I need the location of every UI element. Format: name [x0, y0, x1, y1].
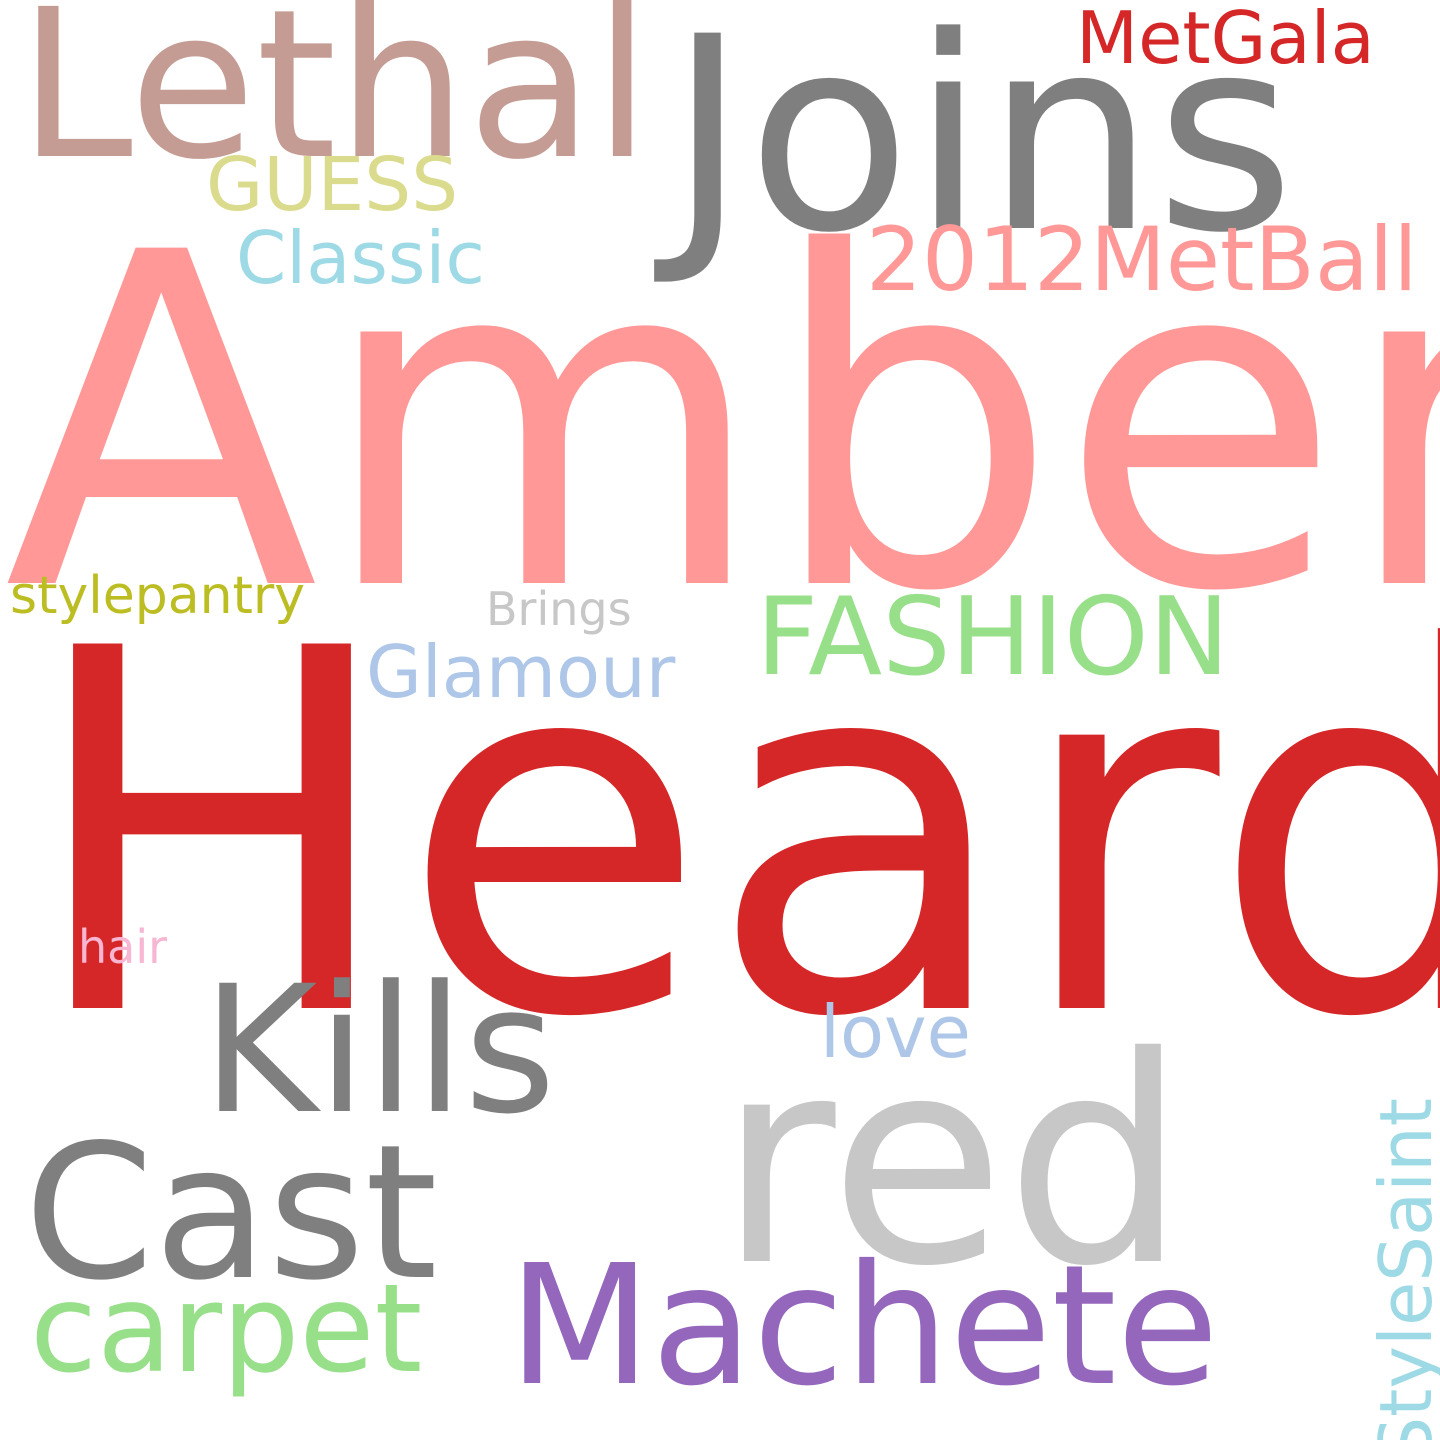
word-machete: Machete [508, 1230, 1219, 1423]
word-hair: hair [78, 920, 168, 974]
word-stylepantry: stylepantry [10, 566, 306, 626]
word-heard: Heard [24, 544, 1440, 1126]
word-classic: Classic [236, 216, 486, 300]
word-kills: Kills [202, 948, 556, 1153]
word-fashion: FASHION [756, 575, 1230, 700]
word-metgala: MetGala [1076, 0, 1375, 80]
word-carpet: carpet [30, 1258, 423, 1400]
word-brings: Brings [486, 582, 632, 636]
word-guess: GUESS [206, 142, 459, 228]
word-love: love [820, 990, 971, 1074]
word-cast: Cast [24, 1104, 438, 1321]
word-red: red [718, 997, 1187, 1329]
word-glamour: Glamour [366, 630, 676, 714]
word-lethal: Lethal [18, 0, 651, 205]
word-joins: Joins [668, 0, 1295, 292]
word-2012metball: 2012MetBall [866, 208, 1418, 311]
word-amber: Amber [4, 157, 1440, 692]
word-stylesaint: StyleSaint [1364, 1098, 1440, 1440]
